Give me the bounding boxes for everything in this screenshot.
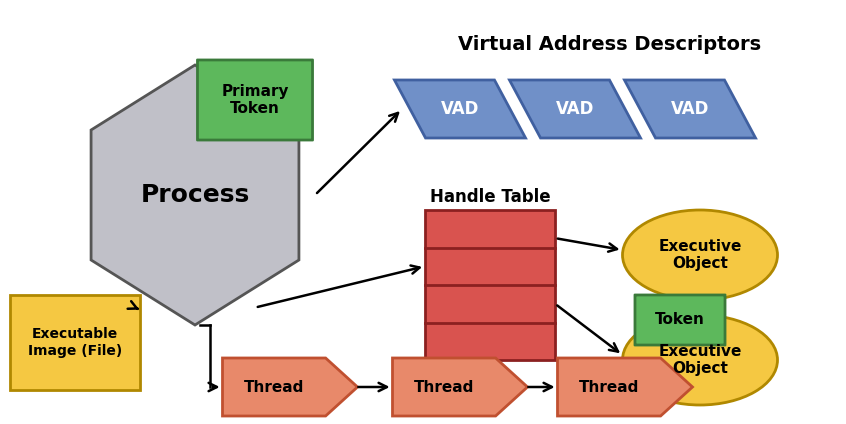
Polygon shape (624, 80, 755, 138)
Text: Executive
Object: Executive Object (658, 239, 742, 271)
Polygon shape (91, 65, 299, 325)
Ellipse shape (623, 210, 777, 300)
FancyBboxPatch shape (425, 210, 555, 360)
Text: Thread: Thread (414, 379, 475, 394)
Text: Executive
Object: Executive Object (658, 344, 742, 376)
FancyBboxPatch shape (197, 60, 312, 140)
Polygon shape (393, 358, 528, 416)
FancyBboxPatch shape (635, 295, 725, 345)
Text: Primary
Token: Primary Token (222, 84, 288, 116)
Text: Thread: Thread (244, 379, 305, 394)
Text: VAD: VAD (671, 100, 709, 118)
Text: Thread: Thread (579, 379, 640, 394)
Polygon shape (558, 358, 693, 416)
Text: Executable
Image (File): Executable Image (File) (28, 327, 122, 357)
Text: Handle Table: Handle Table (430, 188, 550, 206)
Text: Virtual Address Descriptors: Virtual Address Descriptors (459, 35, 761, 54)
Text: VAD: VAD (441, 100, 479, 118)
Ellipse shape (623, 315, 777, 405)
Polygon shape (394, 80, 525, 138)
Text: Token: Token (655, 312, 705, 327)
Text: VAD: VAD (556, 100, 594, 118)
Text: Process: Process (140, 183, 250, 207)
FancyBboxPatch shape (10, 295, 140, 390)
Polygon shape (222, 358, 358, 416)
Polygon shape (509, 80, 640, 138)
